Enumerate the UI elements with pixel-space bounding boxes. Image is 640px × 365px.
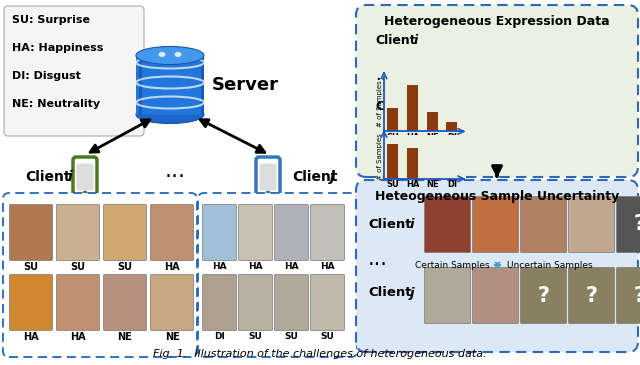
Text: NE: NE bbox=[164, 332, 179, 342]
Text: Uncertain Samples: Uncertain Samples bbox=[507, 261, 593, 269]
FancyBboxPatch shape bbox=[202, 204, 237, 261]
Text: i: i bbox=[68, 170, 73, 184]
Y-axis label: # of Samples: # of Samples bbox=[376, 134, 383, 180]
Text: ?: ? bbox=[634, 215, 640, 234]
Text: Certain Samples: Certain Samples bbox=[415, 261, 490, 269]
FancyBboxPatch shape bbox=[10, 204, 52, 261]
Text: Heteogeneous Sample Uncertainty: Heteogeneous Sample Uncertainty bbox=[375, 190, 619, 203]
Ellipse shape bbox=[175, 52, 182, 57]
FancyBboxPatch shape bbox=[3, 193, 197, 357]
Text: NE: Neutrality: NE: Neutrality bbox=[12, 99, 100, 109]
FancyBboxPatch shape bbox=[310, 204, 344, 261]
FancyBboxPatch shape bbox=[275, 274, 308, 330]
Bar bbox=[407, 148, 418, 179]
FancyBboxPatch shape bbox=[77, 164, 93, 191]
Ellipse shape bbox=[136, 105, 204, 123]
FancyBboxPatch shape bbox=[520, 196, 566, 253]
FancyBboxPatch shape bbox=[198, 193, 357, 357]
Text: HA: Happiness: HA: Happiness bbox=[12, 43, 104, 53]
Text: j: j bbox=[330, 170, 335, 184]
Text: Client: Client bbox=[375, 100, 415, 114]
Text: HA: HA bbox=[70, 332, 86, 342]
FancyBboxPatch shape bbox=[424, 196, 470, 253]
Text: Client: Client bbox=[368, 287, 412, 300]
Text: HA: HA bbox=[248, 262, 263, 271]
Text: SU: SU bbox=[248, 332, 262, 341]
Text: Client: Client bbox=[292, 170, 337, 184]
Text: j: j bbox=[410, 287, 415, 300]
FancyBboxPatch shape bbox=[239, 204, 273, 261]
FancyBboxPatch shape bbox=[356, 180, 638, 352]
Text: NE: NE bbox=[118, 332, 132, 342]
Text: SU: SU bbox=[285, 332, 298, 341]
FancyBboxPatch shape bbox=[150, 274, 193, 330]
Text: SU: SU bbox=[70, 262, 86, 272]
FancyBboxPatch shape bbox=[56, 204, 99, 261]
FancyBboxPatch shape bbox=[259, 164, 276, 191]
Text: ?: ? bbox=[586, 285, 598, 306]
Bar bbox=[427, 112, 438, 131]
Text: DI: DI bbox=[214, 332, 225, 341]
Text: i: i bbox=[414, 34, 419, 46]
Bar bbox=[387, 108, 398, 131]
Text: Server: Server bbox=[212, 76, 279, 94]
Text: ···: ··· bbox=[164, 167, 186, 187]
FancyBboxPatch shape bbox=[310, 274, 344, 330]
Bar bbox=[407, 85, 418, 131]
FancyBboxPatch shape bbox=[136, 55, 204, 115]
Text: HA: HA bbox=[284, 262, 299, 271]
Text: Client: Client bbox=[368, 219, 412, 231]
FancyBboxPatch shape bbox=[568, 268, 614, 323]
Text: ···: ··· bbox=[375, 71, 392, 89]
Text: ···: ··· bbox=[368, 255, 388, 275]
FancyBboxPatch shape bbox=[139, 55, 142, 115]
FancyBboxPatch shape bbox=[356, 5, 638, 177]
FancyBboxPatch shape bbox=[520, 268, 566, 323]
Text: Client: Client bbox=[375, 34, 415, 46]
Text: Fig. 1.  Illustration of the challenges of heterogeneous data.: Fig. 1. Illustration of the challenges o… bbox=[153, 349, 487, 359]
Text: ?: ? bbox=[538, 285, 550, 306]
Text: Heterogeneous Expression Data: Heterogeneous Expression Data bbox=[384, 15, 610, 28]
Y-axis label: # of Samples: # of Samples bbox=[376, 81, 383, 127]
Ellipse shape bbox=[266, 191, 271, 194]
Text: SU: SU bbox=[321, 332, 335, 341]
FancyBboxPatch shape bbox=[275, 204, 308, 261]
FancyBboxPatch shape bbox=[472, 268, 518, 323]
Bar bbox=[447, 122, 458, 131]
Ellipse shape bbox=[159, 52, 166, 57]
Text: HA: HA bbox=[164, 262, 180, 272]
Text: DI: Disgust: DI: Disgust bbox=[12, 71, 81, 81]
FancyBboxPatch shape bbox=[202, 274, 237, 330]
Text: ?: ? bbox=[634, 285, 640, 306]
Text: SU: Surprise: SU: Surprise bbox=[12, 15, 90, 25]
Text: HA: HA bbox=[320, 262, 335, 271]
FancyBboxPatch shape bbox=[73, 157, 97, 197]
FancyBboxPatch shape bbox=[104, 274, 147, 330]
Bar bbox=[387, 144, 398, 179]
Text: HA: HA bbox=[212, 262, 227, 271]
FancyBboxPatch shape bbox=[150, 204, 193, 261]
Text: Client: Client bbox=[25, 170, 70, 184]
FancyBboxPatch shape bbox=[201, 55, 204, 115]
FancyBboxPatch shape bbox=[256, 157, 280, 197]
Text: j: j bbox=[414, 100, 419, 114]
FancyBboxPatch shape bbox=[239, 274, 273, 330]
FancyBboxPatch shape bbox=[568, 196, 614, 253]
Text: SU: SU bbox=[24, 262, 38, 272]
Text: i: i bbox=[410, 219, 415, 231]
Text: SU: SU bbox=[118, 262, 132, 272]
Ellipse shape bbox=[83, 191, 88, 194]
FancyBboxPatch shape bbox=[616, 268, 640, 323]
FancyBboxPatch shape bbox=[424, 268, 470, 323]
FancyBboxPatch shape bbox=[616, 196, 640, 253]
FancyBboxPatch shape bbox=[104, 204, 147, 261]
FancyBboxPatch shape bbox=[472, 196, 518, 253]
Text: HA: HA bbox=[23, 332, 39, 342]
Ellipse shape bbox=[136, 46, 204, 65]
FancyBboxPatch shape bbox=[4, 6, 144, 136]
FancyBboxPatch shape bbox=[56, 274, 99, 330]
FancyBboxPatch shape bbox=[10, 274, 52, 330]
